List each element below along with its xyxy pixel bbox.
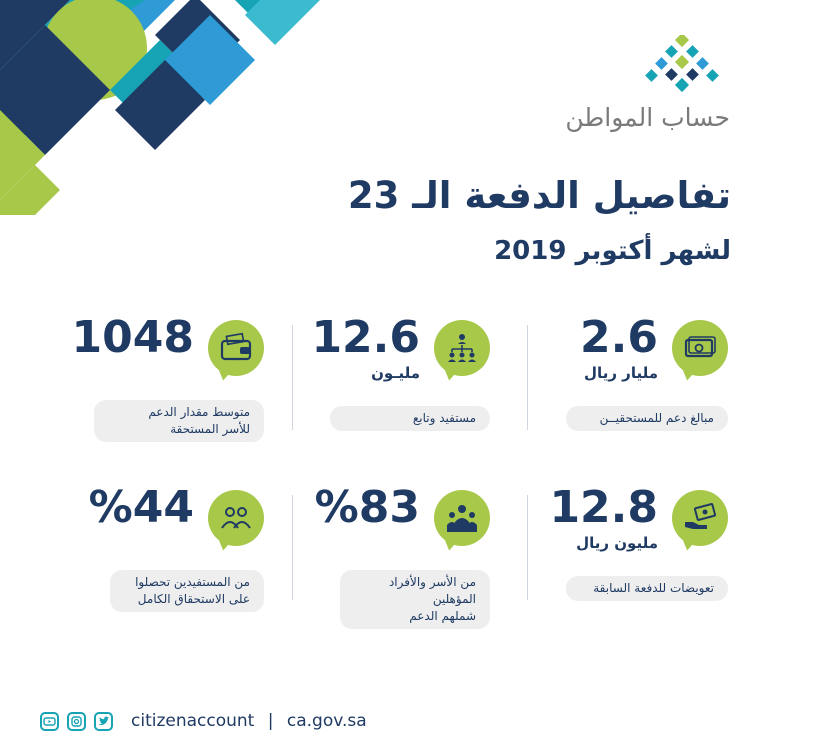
page-title: تفاصيل الدفعة الـ 23: [347, 174, 731, 217]
stat-description: مستفيد وتابع: [330, 406, 490, 431]
stat-description: متوسط مقدار الدعم للأسر المستحقة: [94, 400, 264, 442]
stat-description-line: من المستفيدين تحصلوا: [135, 575, 250, 589]
brand-name: حساب المواطن: [565, 103, 730, 132]
stat-card-eligible-coverage: %83 من الأسر والأفراد المؤهلين شملهم الد…: [315, 482, 490, 629]
page-subtitle: لشهر أكتوبر 2019: [494, 236, 731, 266]
footer-contact: citizenaccount | ca.gov.sa: [131, 711, 367, 731]
stat-card-average-support: 1048 متوسط مقدار الدعم للأسر المستحقة: [72, 312, 264, 448]
stat-description: مبالغ دعم للمستحقيــن: [566, 406, 728, 431]
column-divider: [292, 495, 293, 600]
stat-description-line: متوسط مقدار الدعم: [148, 405, 250, 419]
decorative-corner-shapes: [0, 0, 340, 220]
stat-unit: مليـون: [371, 364, 420, 382]
instagram-icon[interactable]: [67, 711, 86, 731]
stat-description: تعويضات للدفعة السابقة: [566, 576, 728, 601]
people-hierarchy-icon: [434, 320, 490, 376]
stat-card-support-amount: 2.6 مليار ريال مبالغ دعم للمستحقيــن: [546, 312, 728, 448]
youtube-icon[interactable]: [40, 711, 59, 731]
two-people-icon: [208, 490, 264, 546]
stat-value: 12.8: [549, 482, 658, 533]
brand-logo: حساب المواطن: [565, 35, 730, 145]
twitter-icon[interactable]: [94, 711, 113, 731]
column-divider: [527, 325, 528, 430]
column-divider: [527, 495, 528, 600]
stat-value: 1048: [71, 312, 194, 363]
stat-description-line: شملهم الدعم: [409, 609, 476, 623]
stat-description-line: من الأسر والأفراد المؤهلين: [388, 575, 476, 606]
money-stack-icon: [672, 320, 728, 376]
stat-description-line: على الاستحقاق الكامل: [137, 592, 250, 606]
logo-mark-icon: [645, 35, 719, 93]
hand-cash-icon: [672, 490, 728, 546]
wallet-icon: [208, 320, 264, 376]
column-divider: [292, 325, 293, 430]
stat-value: 2.6: [580, 312, 658, 363]
stat-card-compensation: 12.8 مليون ريال تعويضات للدفعة السابقة: [546, 482, 728, 618]
stat-value: %44: [88, 482, 194, 533]
stat-value: %83: [314, 482, 420, 533]
stat-value: 12.6: [311, 312, 420, 363]
family-icon: [434, 490, 490, 546]
footer-website[interactable]: ca.gov.sa: [286, 711, 367, 731]
stat-unit: مليون ريال: [576, 534, 658, 552]
footer-separator: |: [267, 711, 274, 731]
stat-description: من الأسر والأفراد المؤهلين شملهم الدعم: [340, 570, 490, 629]
stat-card-beneficiaries: 12.6 مليـون مستفيد وتابع: [310, 312, 490, 448]
stat-description-line: للأسر المستحقة: [170, 422, 250, 436]
footer: citizenaccount | ca.gov.sa: [40, 708, 367, 734]
stat-unit: مليار ريال: [584, 364, 658, 382]
stat-card-full-entitlement: %44 من المستفيدين تحصلوا على الاستحقاق ا…: [89, 482, 264, 618]
stat-description: من المستفيدين تحصلوا على الاستحقاق الكام…: [110, 570, 264, 612]
footer-handle[interactable]: citizenaccount: [131, 711, 255, 731]
